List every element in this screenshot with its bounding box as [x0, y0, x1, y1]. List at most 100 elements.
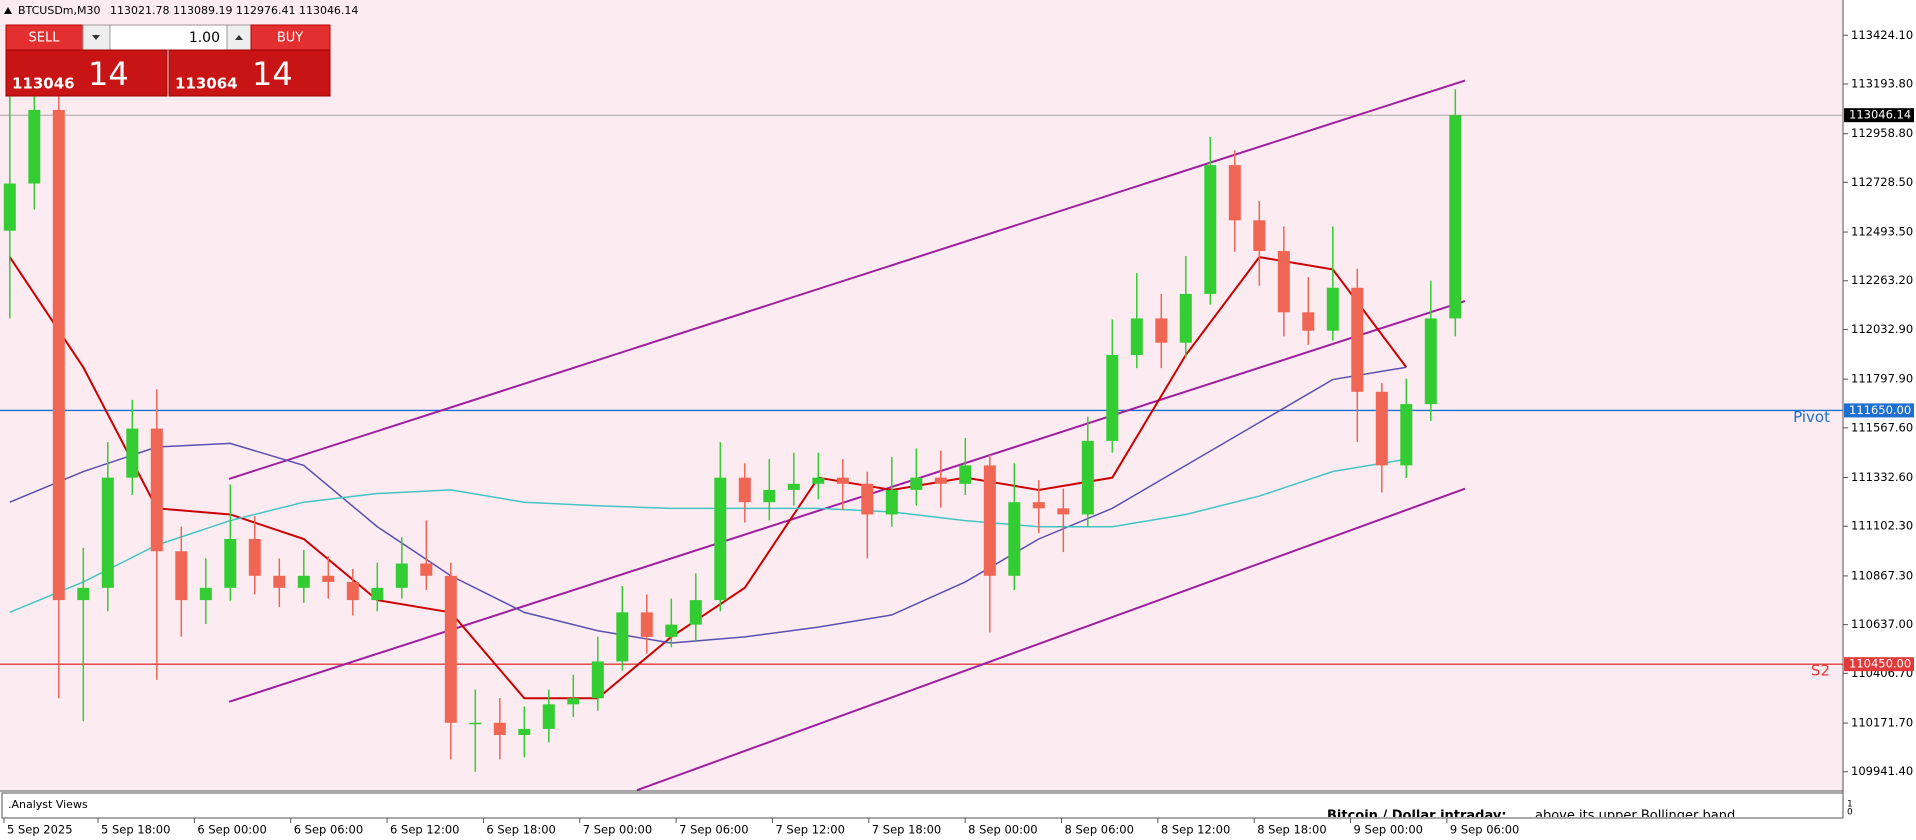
buy-pips: 14 — [252, 55, 293, 93]
y-tick-label: 112032.90 — [1851, 322, 1913, 336]
last-price-tag — [1844, 108, 1914, 123]
candle-body — [371, 587, 384, 601]
y-tick-label: 112958.80 — [1851, 126, 1913, 140]
candle-body — [1277, 250, 1290, 313]
lot-input[interactable] — [109, 24, 228, 51]
plot-area — [0, 0, 1843, 791]
panel-tick-label: 1 — [1847, 800, 1853, 810]
header-icon — [4, 7, 12, 14]
sell-pips: 14 — [88, 55, 129, 93]
candle-body — [934, 477, 947, 484]
y-tick-label: 110637.00 — [1851, 617, 1913, 631]
candle-body — [3, 183, 16, 231]
candle-body — [1204, 165, 1217, 294]
candle-body — [542, 704, 555, 729]
candle-body — [1008, 502, 1021, 576]
y-tick-label: 112263.20 — [1851, 273, 1913, 287]
level-tag — [1844, 403, 1914, 418]
buy-price: 113064 — [175, 75, 238, 93]
moving-average — [8, 256, 1408, 700]
candle-body — [983, 465, 996, 576]
candle-body — [640, 612, 653, 637]
candle-body — [738, 477, 751, 503]
symbol: BTCUSDm,M30 — [18, 4, 101, 17]
quote: 113021.78 113089.19 112976.41 113046.14 — [110, 4, 358, 17]
sell-price-box[interactable] — [5, 49, 168, 97]
candle-body — [493, 722, 506, 736]
candle-body — [101, 477, 114, 588]
panel-headline: Bitcoin / Dollar intraday: — [1327, 809, 1507, 824]
x-tick-label: 8 Sep 06:00 — [1065, 823, 1134, 837]
buy-label[interactable]: BUY — [277, 31, 303, 46]
x-tick-label: 9 Sep 06:00 — [1450, 823, 1519, 837]
x-tick-label: 6 Sep 06:00 — [294, 823, 363, 837]
candle-body — [1081, 440, 1094, 515]
candle-body — [910, 477, 923, 490]
candle-body — [689, 600, 702, 625]
candle-body — [395, 563, 408, 588]
candle-body — [297, 575, 310, 588]
price-axis — [1843, 0, 1916, 840]
candle-body — [1326, 287, 1339, 331]
panel-content: Bitcoin / Dollar intraday: above its upp… — [1327, 809, 1735, 824]
candle-body — [518, 728, 531, 736]
candle-body — [150, 428, 163, 552]
level-tag-label: 111650.00 — [1849, 403, 1911, 417]
level-tag-label: 110450.00 — [1849, 657, 1911, 671]
candle-body — [444, 575, 457, 723]
candle-body — [591, 661, 604, 699]
y-tick-label: 111102.30 — [1851, 519, 1913, 533]
x-tick-label: 6 Sep 12:00 — [390, 823, 459, 837]
candle-body — [836, 477, 849, 484]
x-tick-label: 7 Sep 00:00 — [583, 823, 652, 837]
candle-body — [861, 483, 874, 515]
moving-average — [9, 366, 1407, 644]
candle-body — [77, 587, 90, 601]
trade-panel: SELL 1.00 BUY 113046 14 113064 14 — [5, 24, 331, 97]
candle-body — [52, 109, 65, 601]
buy-button[interactable] — [250, 24, 331, 51]
y-tick-label: 110867.30 — [1851, 568, 1913, 582]
header: BTCUSDm,M30 113021.78 113089.19 112976.4… — [4, 4, 358, 17]
y-tick-label: 113193.80 — [1851, 76, 1913, 90]
x-tick-label: 7 Sep 18:00 — [872, 823, 941, 837]
candle-body — [763, 489, 776, 503]
x-tick-label: 5 Sep 18:00 — [101, 823, 170, 837]
arrow-down — [92, 35, 100, 40]
candle-body — [175, 551, 188, 601]
plot-layer: 113424.10 113193.80 112958.80 112728.50 1124… — [0, 28, 1914, 837]
candle-body — [567, 698, 580, 705]
x-tick-label: 7 Sep 06:00 — [679, 823, 748, 837]
last-price-label: 113046.14 — [1849, 108, 1911, 122]
y-tick-label: 112493.50 — [1851, 225, 1913, 239]
candle-body — [224, 538, 237, 588]
candle-body — [273, 575, 286, 588]
y-tick-label: 112728.50 — [1851, 175, 1913, 189]
y-tick-label: 113424.10 — [1851, 28, 1913, 42]
trendline — [228, 79, 1466, 480]
sell-price: 113046 — [12, 75, 75, 93]
buy-price-box[interactable] — [168, 49, 331, 97]
candle-body — [885, 489, 898, 515]
candle-body — [1155, 318, 1168, 343]
candle-body — [1375, 391, 1388, 466]
candle-body — [322, 575, 335, 582]
candle-body — [1228, 165, 1241, 221]
x-tick-label: 6 Sep 18:00 — [486, 823, 555, 837]
candle-body — [959, 465, 972, 484]
candle-body — [1057, 508, 1070, 515]
candle-body — [1130, 318, 1143, 356]
candle-body — [1449, 115, 1462, 319]
sell-button[interactable] — [5, 24, 84, 51]
level-name: Pivot — [1793, 408, 1830, 426]
level-tag — [1844, 657, 1914, 672]
y-tick-label: 109941.40 — [1851, 764, 1913, 778]
candle-body — [28, 109, 41, 184]
sell-label[interactable]: SELL — [29, 31, 61, 46]
panel-tick-label: 0 — [1847, 808, 1853, 818]
candle-body — [1179, 293, 1192, 343]
x-tick-label: 8 Sep 12:00 — [1161, 823, 1230, 837]
candle-body — [1351, 287, 1364, 392]
candle-body — [469, 722, 482, 725]
